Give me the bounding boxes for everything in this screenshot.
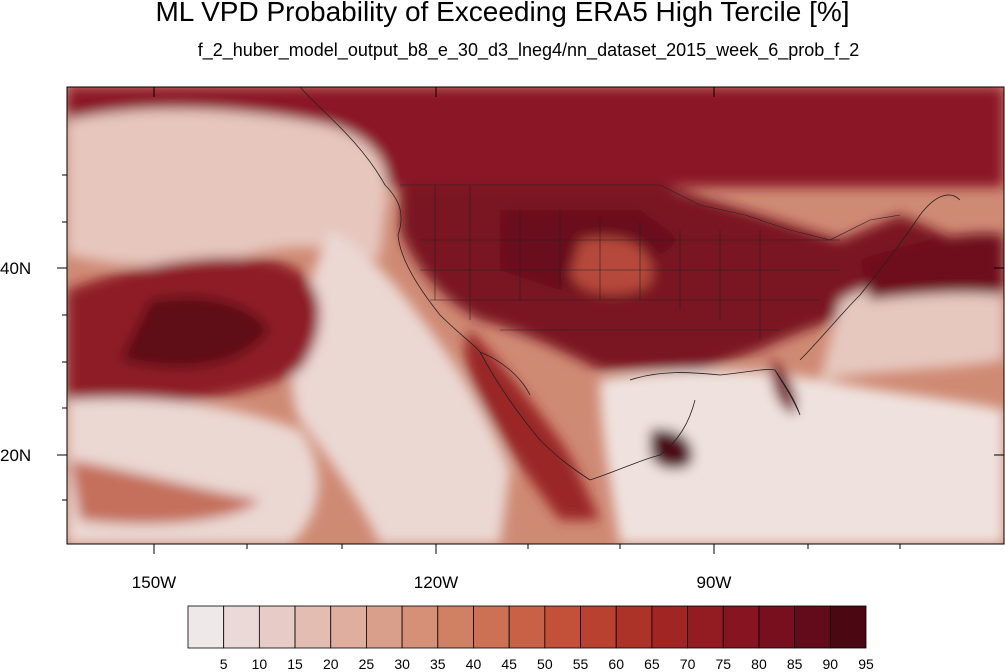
colorbar-tick-label: 80 [751, 656, 767, 672]
colorbar-swatch [722, 605, 760, 649]
map-title: ML VPD Probability of Exceeding ERA5 Hig… [155, 0, 850, 27]
colorbar-tick-label: 70 [680, 656, 696, 672]
lon-label-150w: 150W [132, 573, 176, 592]
political-boundaries [400, 184, 901, 340]
colorbar-swatch [794, 605, 831, 649]
colorbar-swatch [437, 605, 474, 649]
colorbar-tick-label: 10 [252, 656, 268, 672]
colorbar-swatch [223, 605, 260, 649]
colorbar-swatch [508, 605, 546, 649]
colorbar-swatch [829, 605, 867, 649]
colorbar-swatch [544, 605, 581, 649]
colorbar-tick-label: 15 [287, 656, 303, 672]
colorbar-tick-label: 45 [501, 656, 517, 672]
colorbar-tick-label: 30 [394, 656, 410, 672]
colorbar-tick-label: 95 [858, 656, 874, 672]
colorbar-swatch [401, 605, 439, 649]
map-subtitle: f_2_huber_model_output_b8_e_30_d3_lneg4/… [197, 40, 860, 60]
colorbar-swatch [366, 605, 403, 649]
colorbar-tick-label: 60 [608, 656, 624, 672]
colorbar-swatch [687, 605, 724, 649]
colorbar-tick-label: 75 [715, 656, 731, 672]
map-panel [67, 87, 1004, 544]
colorbar-swatch [258, 605, 296, 649]
colorbar-tick-label: 85 [787, 656, 803, 672]
colorbar-tick-label: 25 [359, 656, 375, 672]
colorbar-tick-label: 5 [220, 656, 228, 672]
colorbar-tick-label: 35 [430, 656, 446, 672]
probability-field [67, 87, 1004, 544]
colorbar-swatch [615, 605, 653, 649]
colorbar-tick-label: 55 [573, 656, 589, 672]
colorbar-swatch [758, 605, 796, 649]
colorbar-swatch [187, 605, 225, 649]
colorbar-tick-label: 40 [466, 656, 482, 672]
lon-label-120w: 120W [414, 573, 458, 592]
colorbar-swatch [473, 605, 510, 649]
colorbar-swatch [580, 605, 617, 649]
lat-label-20n: 20N [0, 446, 31, 465]
map-ticks [57, 87, 1004, 554]
colorbar-tick-label: 50 [537, 656, 553, 672]
colorbar-swatch [651, 605, 688, 649]
coastlines [299, 87, 961, 481]
lon-label-90w: 90W [697, 573, 732, 592]
colorbar-swatch [294, 605, 332, 649]
colorbar-swatch [330, 605, 367, 649]
colorbar-tick-label: 65 [644, 656, 660, 672]
lat-label-40n: 40N [0, 259, 31, 278]
colorbar: 5 10 15 20 25 30 35 40 45 50 55 60 65 70 75 80 85 90 95 [187, 605, 874, 672]
colorbar-tick-label: 90 [823, 656, 839, 672]
colorbar-tick-label: 20 [323, 656, 339, 672]
